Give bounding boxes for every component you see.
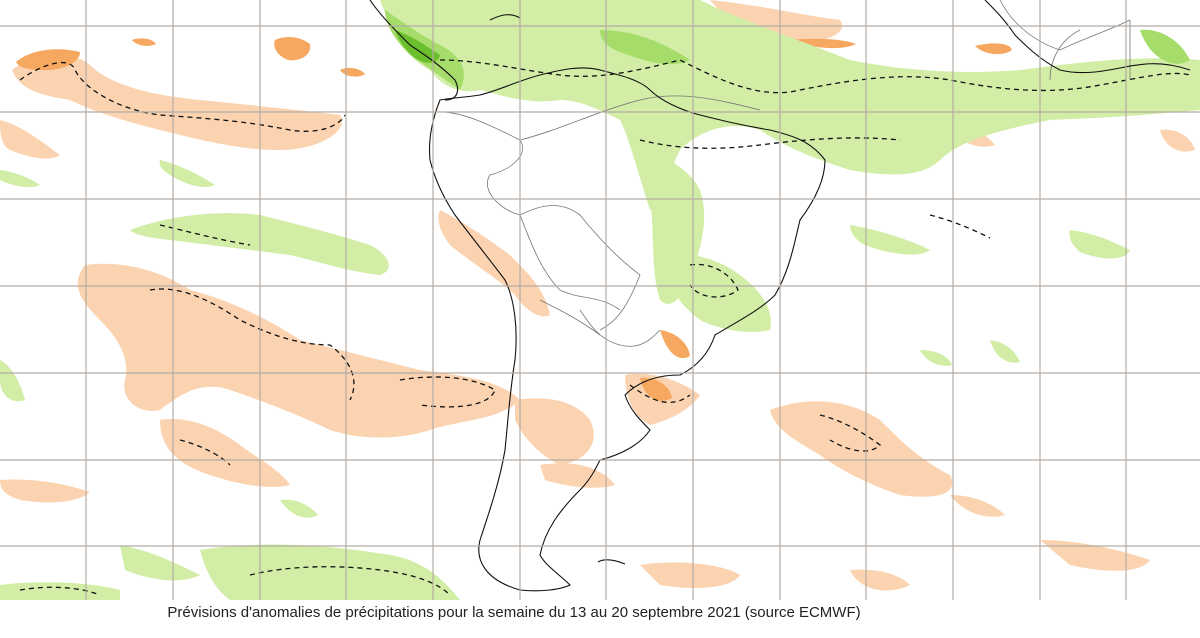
dry-anomaly-areas bbox=[0, 0, 1195, 591]
map-caption: Prévisions d'anomalies de précipitations… bbox=[167, 604, 861, 621]
significance-contours bbox=[19, 59, 1191, 596]
lat-lon-grid bbox=[0, 0, 1200, 600]
coastlines bbox=[369, 0, 1191, 592]
wet-anomaly-areas bbox=[0, 0, 1200, 600]
precipitation-anomaly-map bbox=[0, 0, 1200, 600]
